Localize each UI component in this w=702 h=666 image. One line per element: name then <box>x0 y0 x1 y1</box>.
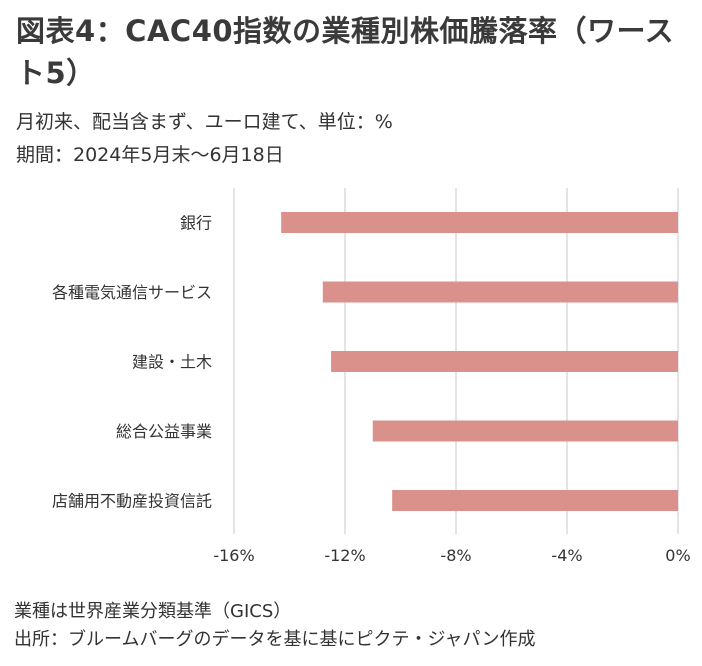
x-tick-label: -4% <box>551 546 582 565</box>
chart-title: 図表4：CAC40指数の業種別株価騰落率（ワースト5） <box>16 14 675 90</box>
category-label: 各種電気通信サービス <box>52 283 212 302</box>
chart-subtitle: 月初来、配当含まず、ユーロ建て、単位：% <box>16 111 393 133</box>
x-tick-label: -8% <box>440 546 471 565</box>
category-label: 総合公益事業 <box>116 422 212 441</box>
bar <box>281 212 678 233</box>
bars <box>281 212 678 511</box>
chart-period: 期間：2024年5月末～6月18日 <box>16 144 284 166</box>
category-label: 建設・土木 <box>132 353 212 372</box>
category-label: 銀行 <box>180 214 212 233</box>
category-label: 店舗用不動産投資信託 <box>52 492 212 511</box>
x-tick-label: -12% <box>324 546 365 565</box>
bar <box>392 490 678 511</box>
bar <box>322 281 678 303</box>
x-tick-labels: -16% -12% -8% -4% 0% <box>213 546 690 565</box>
x-tick-label: -16% <box>213 546 254 565</box>
x-tick-label: 0% <box>665 546 690 565</box>
source-note-origin: 出所：ブルームバーグのデータを基に基にピクテ・ジャパン作成 <box>14 629 536 650</box>
bar <box>331 351 678 372</box>
source-note-gics: 業種は世界産業分類基準（GICS） <box>14 601 292 622</box>
bar <box>372 420 678 442</box>
